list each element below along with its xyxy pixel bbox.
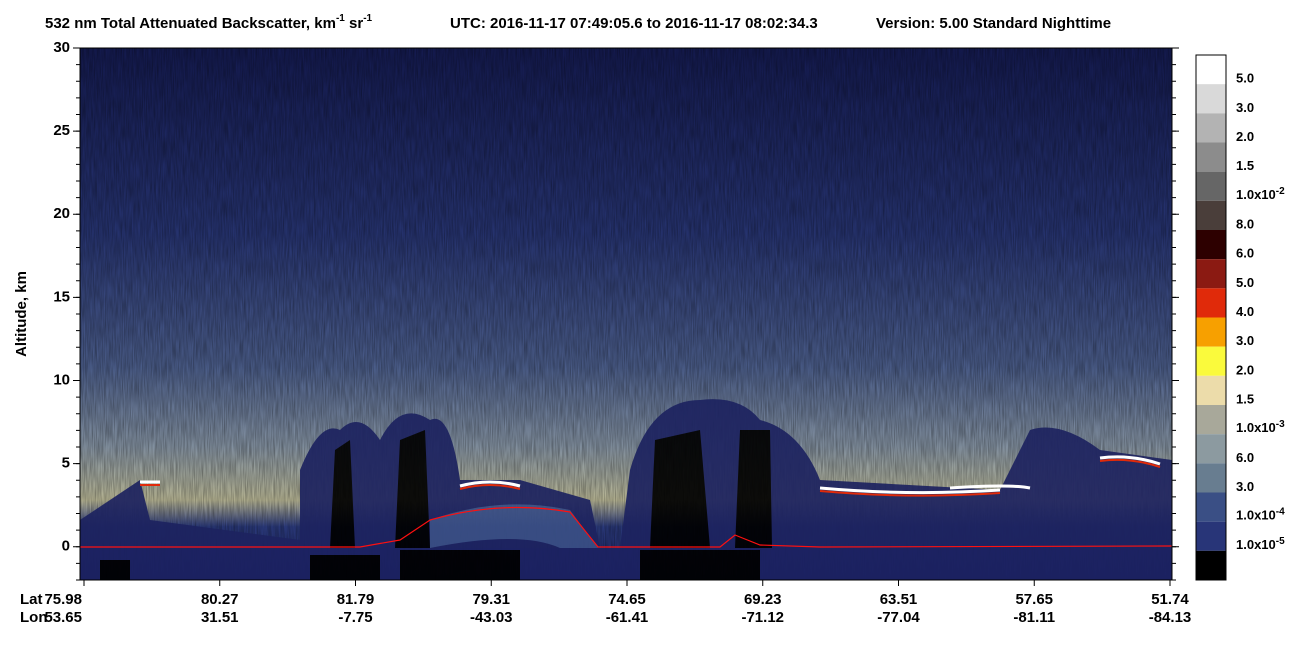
colorbar-segment	[1196, 55, 1226, 85]
colorbar-label: 6.0	[1236, 246, 1254, 261]
lat-label: 74.65	[608, 591, 646, 608]
colorbar-segment	[1196, 521, 1226, 551]
lon-label: 53.65	[44, 609, 82, 626]
lon-label: -81.11	[1013, 609, 1055, 626]
lat-label: 75.98	[44, 591, 82, 608]
colorbar-segment	[1196, 434, 1226, 464]
colorbar-segment	[1196, 84, 1226, 114]
lat-label: 79.31	[472, 591, 510, 608]
colorbar-label: 2.0	[1236, 362, 1254, 377]
colorbar-label: 1.5	[1236, 391, 1254, 406]
colorbar-label: 1.0x10-2	[1236, 185, 1285, 202]
colorbar-label: 1.5	[1236, 158, 1254, 173]
y-tick-label: 10	[53, 371, 70, 388]
colorbar-label-base: 1.0x10	[1236, 508, 1276, 523]
lat-label: 57.65	[1015, 591, 1053, 608]
y-tick-label: 0	[62, 538, 70, 555]
backscatter-image	[80, 48, 1172, 580]
colorbar-segment	[1196, 230, 1226, 260]
colorbar-label: 2.0	[1236, 129, 1254, 144]
colorbar-label: 3.0	[1236, 333, 1254, 348]
lon-label: -43.03	[470, 609, 513, 626]
colorbar: 5.03.02.01.51.0x10-28.06.05.04.03.02.01.…	[1195, 54, 1285, 581]
version-info: Version: 5.00 Standard Nighttime	[876, 15, 1111, 32]
colorbar-segment	[1196, 463, 1226, 493]
colorbar-label: 1.0x10-5	[1236, 535, 1285, 552]
y-tick-label: 25	[53, 122, 70, 139]
colorbar-segment	[1196, 288, 1226, 318]
lat-label: 81.79	[337, 591, 375, 608]
colorbar-label: 8.0	[1236, 216, 1254, 231]
utc-range: UTC: 2016-11-17 07:49:05.6 to 2016-11-17…	[450, 15, 818, 32]
colorbar-label-exponent: -4	[1276, 506, 1285, 517]
colorbar-label-base: 1.0x10	[1236, 421, 1276, 436]
y-tick-label: 20	[53, 205, 70, 222]
colorbar-segment	[1196, 550, 1226, 580]
colorbar-label-base: 1.0x10	[1236, 187, 1276, 202]
colorbar-label: 4.0	[1236, 304, 1254, 319]
colorbar-label-base: 1.0x10	[1236, 537, 1276, 552]
x-row-label: Lon	[20, 609, 48, 626]
lon-label: 31.51	[201, 609, 239, 626]
lat-label: 80.27	[201, 591, 239, 608]
y-tick-label: 15	[53, 288, 70, 305]
colorbar-segment	[1196, 142, 1226, 172]
colorbar-label-exponent: -3	[1276, 419, 1285, 430]
lon-label: -71.12	[741, 609, 784, 626]
lat-label: 51.74	[1151, 591, 1189, 608]
y-axis-label: Altitude, km	[13, 271, 30, 357]
colorbar-label: 6.0	[1236, 450, 1254, 465]
chart-title: 532 nm Total Attenuated Backscatter, km-…	[45, 13, 373, 32]
colorbar-label: 1.0x10-3	[1236, 419, 1285, 436]
colorbar-label: 1.0x10-4	[1236, 506, 1285, 523]
y-tick-label: 30	[53, 39, 70, 56]
colorbar-segment	[1196, 346, 1226, 376]
colorbar-label-exponent: -2	[1276, 185, 1285, 196]
colorbar-segment	[1196, 492, 1226, 522]
colorbar-segment	[1196, 113, 1226, 143]
lat-label: 69.23	[744, 591, 782, 608]
colorbar-label: 3.0	[1236, 479, 1254, 494]
colorbar-frame	[1195, 54, 1227, 581]
lon-label: -7.75	[338, 609, 372, 626]
lon-label: -84.13	[1149, 609, 1192, 626]
lat-label: 63.51	[880, 591, 918, 608]
colorbar-label: 5.0	[1236, 275, 1254, 290]
lon-label: -77.04	[877, 609, 920, 626]
colorbar-segment	[1196, 317, 1226, 347]
colorbar-segment	[1196, 200, 1226, 230]
lon-label: -61.41	[606, 609, 649, 626]
colorbar-segment	[1196, 405, 1226, 435]
colorbar-label-exponent: -5	[1276, 535, 1285, 546]
y-tick-label: 5	[62, 455, 70, 472]
colorbar-segment	[1196, 171, 1226, 201]
colorbar-segment	[1196, 375, 1226, 405]
colorbar-label: 5.0	[1236, 71, 1254, 86]
x-row-label: Lat	[20, 591, 43, 608]
colorbar-label: 3.0	[1236, 100, 1254, 115]
colorbar-segment	[1196, 259, 1226, 289]
